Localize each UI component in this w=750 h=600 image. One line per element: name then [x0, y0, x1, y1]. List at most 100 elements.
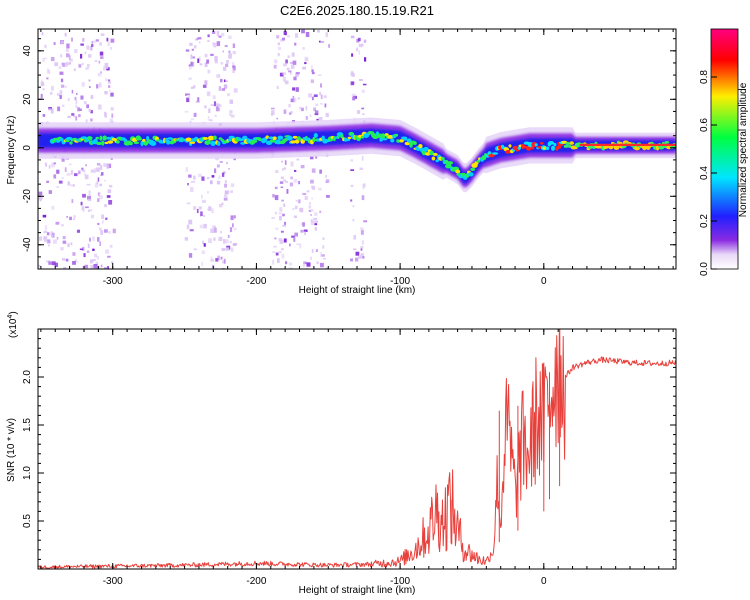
noise-cell [79, 248, 84, 251]
noise-cell [276, 35, 280, 39]
noise-cell [279, 181, 284, 184]
noise-cell [291, 235, 295, 238]
noise-cell [308, 93, 313, 98]
noise-cell [275, 252, 279, 256]
ridge-cell [185, 137, 192, 142]
ridge-cell [548, 141, 555, 145]
noise-cell [41, 79, 43, 84]
noise-cell [294, 42, 297, 46]
noise-cell [109, 89, 111, 92]
noise-cell [358, 43, 363, 48]
noise-cell [42, 58, 45, 62]
noise-cell [274, 186, 278, 190]
noise-cell [48, 190, 52, 194]
noise-cell [90, 46, 93, 51]
noise-cell [91, 41, 94, 44]
noise-cell [204, 53, 208, 58]
noise-cell [199, 63, 203, 66]
noise-cell [277, 52, 280, 57]
noise-cell [201, 199, 206, 203]
noise-cell [107, 266, 109, 269]
noise-cell [104, 229, 108, 233]
noise-cell [290, 176, 293, 180]
noise-cell [189, 229, 194, 232]
noise-cell [198, 41, 201, 44]
noise-cell [358, 50, 361, 55]
noise-cell [107, 79, 111, 82]
noise-cell [48, 244, 50, 247]
noise-cell [285, 59, 288, 64]
noise-cell [352, 96, 356, 101]
ridge-cell [138, 137, 142, 141]
noise-cell [210, 104, 214, 106]
noise-cell [350, 258, 353, 262]
noise-cell [39, 198, 42, 202]
noise-cell [185, 167, 189, 172]
colorbar-label: Normalized spectral amplitude [738, 82, 749, 217]
spectrogram-xlabel: Height of straight line (km) [299, 285, 416, 296]
noise-cell [319, 91, 321, 96]
noise-cell [90, 169, 95, 173]
noise-cell [315, 155, 318, 159]
noise-cell [229, 227, 233, 233]
noise-cell [193, 85, 196, 89]
snr-series-line [38, 329, 676, 569]
noise-cell [80, 53, 83, 59]
noise-cell [311, 65, 313, 69]
noise-cell [101, 214, 105, 219]
noise-cell [221, 32, 225, 37]
noise-cell [283, 203, 286, 207]
noise-cell [311, 197, 314, 200]
noise-cell [293, 76, 297, 81]
noise-cell [363, 183, 366, 188]
noise-cell [315, 103, 319, 106]
noise-cell [326, 195, 330, 198]
noise-cell [309, 156, 314, 160]
noise-cell [214, 227, 217, 233]
noise-cell [350, 159, 353, 162]
noise-cell [292, 208, 295, 210]
noise-cell [98, 82, 102, 88]
noise-cell [110, 38, 115, 43]
noise-cell [309, 114, 312, 117]
noise-cell [310, 209, 314, 212]
noise-cell [360, 246, 364, 249]
noise-cell [228, 50, 231, 54]
noise-cell [85, 67, 89, 70]
noise-cell [310, 214, 312, 216]
noise-cell [65, 258, 69, 262]
noise-cell [76, 261, 79, 263]
noise-cell [285, 80, 289, 85]
noise-cell [72, 252, 76, 256]
noise-cell [363, 220, 368, 223]
ridge-cell [268, 136, 274, 140]
noise-cell [41, 32, 44, 36]
noise-cell [233, 88, 238, 93]
noise-cell [271, 107, 275, 110]
noise-cell [223, 84, 228, 89]
noise-cell [216, 257, 219, 261]
noise-cell [314, 212, 318, 217]
noise-cell [100, 56, 104, 59]
noise-cell [67, 115, 71, 118]
noise-cell [310, 219, 313, 223]
noise-cell [353, 235, 357, 240]
noise-cell [277, 42, 281, 46]
noise-cell [230, 247, 234, 252]
noise-cell [44, 162, 47, 167]
noise-cell [198, 56, 201, 62]
noise-cell [56, 169, 60, 174]
noise-cell [221, 202, 224, 205]
noise-cell [82, 169, 86, 173]
noise-cell [306, 190, 310, 193]
noise-cell [288, 104, 291, 108]
noise-cell [187, 95, 191, 99]
noise-cell [223, 239, 226, 244]
noise-cell [328, 44, 330, 48]
noise-cell [73, 113, 75, 118]
noise-cell [60, 78, 64, 83]
y-tick-label: 20 [22, 93, 33, 105]
noise-cell [279, 39, 284, 42]
ridge-cell [545, 146, 550, 151]
noise-cell [87, 199, 92, 202]
